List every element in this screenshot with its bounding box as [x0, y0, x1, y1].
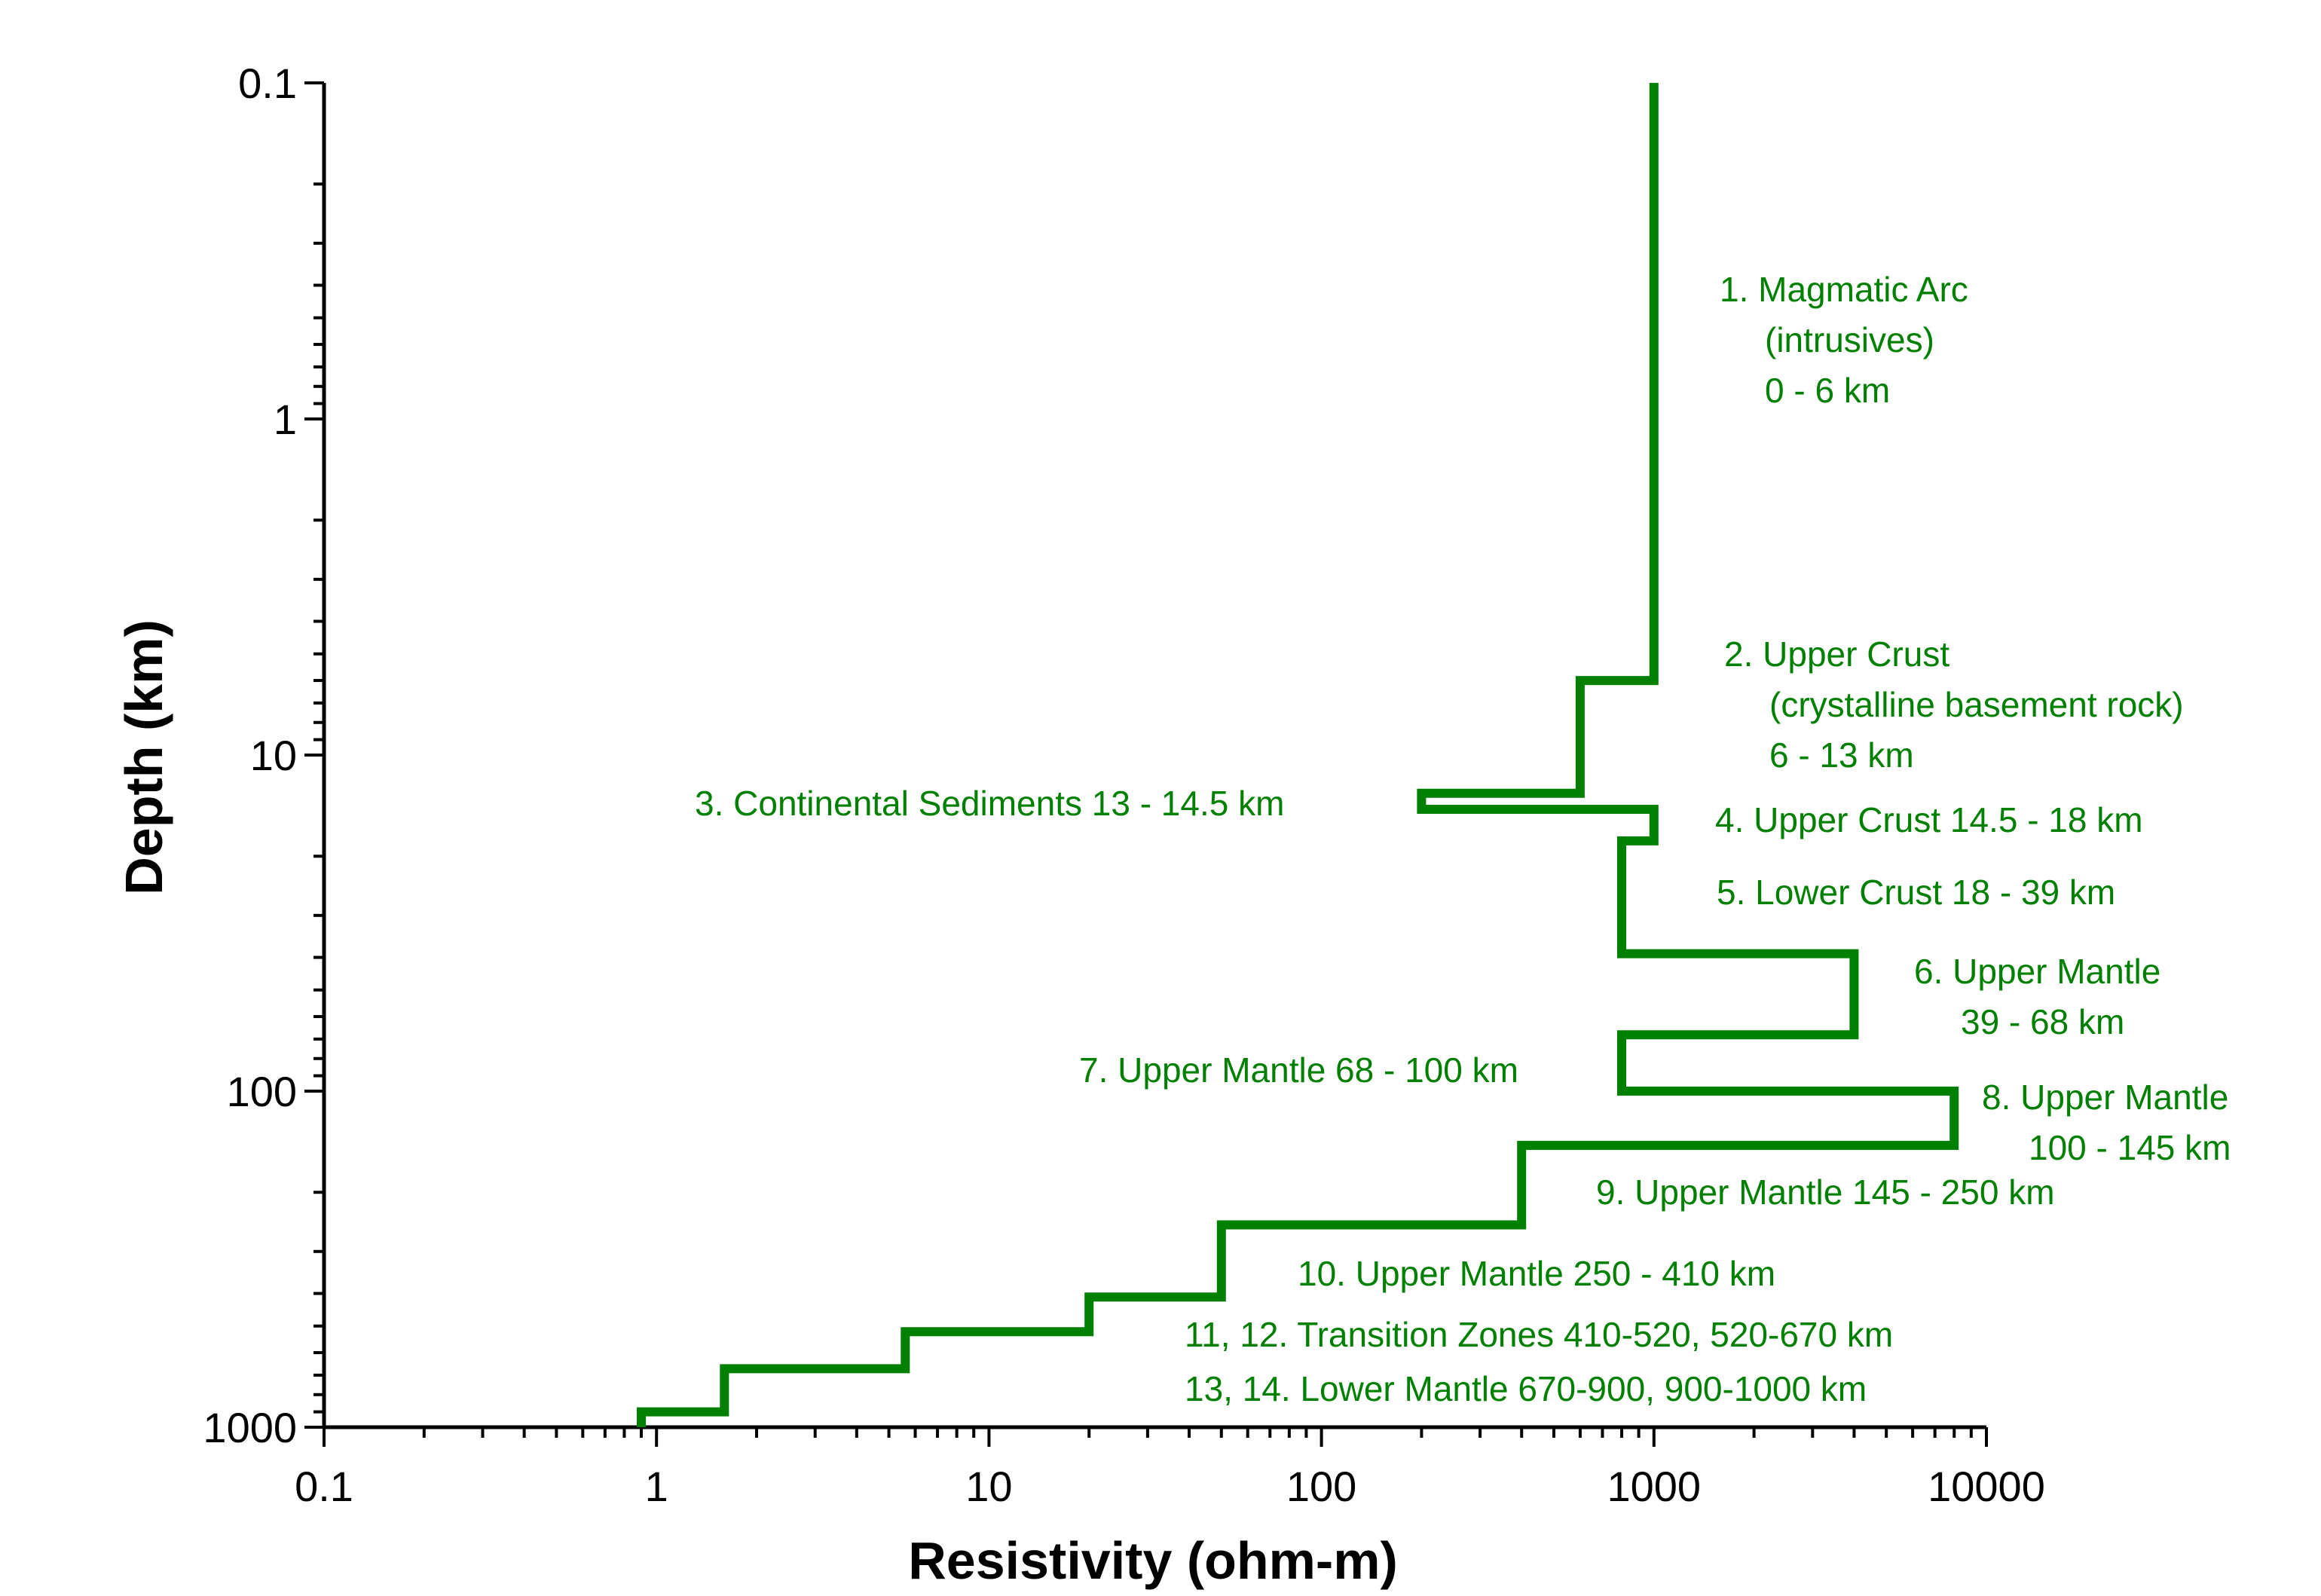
- layer-annotation-line: 13, 14. Lower Mantle 670-900, 900-1000 k…: [1185, 1369, 1867, 1408]
- x-tick-label: 100: [1286, 1463, 1356, 1510]
- layer-annotation-line: 3. Continental Sediments 13 - 14.5 km: [695, 784, 1284, 823]
- x-tick-label: 1000: [1607, 1463, 1702, 1510]
- layer-annotation-line: 1. Magmatic Arc: [1720, 270, 1968, 309]
- y-tick-label: 10: [250, 732, 297, 779]
- layer-annotation-line: 5. Lower Crust 18 - 39 km: [1717, 873, 2115, 912]
- y-tick-label: 1: [274, 396, 297, 443]
- layer-annotation-line: 100 - 145 km: [2029, 1128, 2231, 1167]
- x-tick-label: 1: [645, 1463, 668, 1510]
- layer-annotation-line: 7. Upper Mantle 68 - 100 km: [1079, 1050, 1518, 1090]
- axis-ticks: [304, 81, 1988, 1447]
- layer-annotation-line: (intrusives): [1765, 320, 1934, 359]
- layer-annotation-line: 10. Upper Mantle 250 - 410 km: [1298, 1254, 1775, 1293]
- layer-annotation-line: 39 - 68 km: [1961, 1002, 2124, 1041]
- layer-annotation-line: 11, 12. Transition Zones 410-520, 520-67…: [1185, 1315, 1893, 1354]
- layer-annotation-line: (crystalline basement rock): [1769, 685, 2184, 724]
- layer-annotation-line: 9. Upper Mantle 145 - 250 km: [1596, 1173, 2055, 1212]
- tick-labels: 0.1 1 10 100 1000 10000 0.1 1 10 100 1000: [203, 60, 2044, 1510]
- x-tick-label: 10000: [1928, 1463, 2045, 1510]
- resistivity-profile-line: [637, 83, 1959, 1427]
- y-tick-label: 0.1: [238, 60, 297, 107]
- layer-annotation-line: 8. Upper Mantle: [1982, 1078, 2228, 1117]
- layer-annotation-line: 4. Upper Crust 14.5 - 18 km: [1715, 800, 2143, 839]
- layer-annotations: 1. Magmatic Arc (intrusives) 0 - 6 km 2. Up…: [695, 270, 2231, 1408]
- y-axis-title: Depth (km): [115, 619, 173, 895]
- layer-annotation-line: 2. Upper Crust: [1724, 634, 1949, 674]
- layer-annotation-line: 6 - 13 km: [1769, 735, 1914, 775]
- x-tick-label: 10: [965, 1463, 1012, 1510]
- y-tick-label: 1000: [203, 1404, 297, 1451]
- x-axis-title: Resistivity (ohm-m): [908, 1531, 1398, 1590]
- layer-annotation-line: 6. Upper Mantle: [1914, 952, 2160, 991]
- x-tick-label: 0.1: [295, 1463, 353, 1510]
- y-tick-label: 100: [227, 1068, 297, 1115]
- layer-annotation-line: 0 - 6 km: [1765, 371, 1890, 410]
